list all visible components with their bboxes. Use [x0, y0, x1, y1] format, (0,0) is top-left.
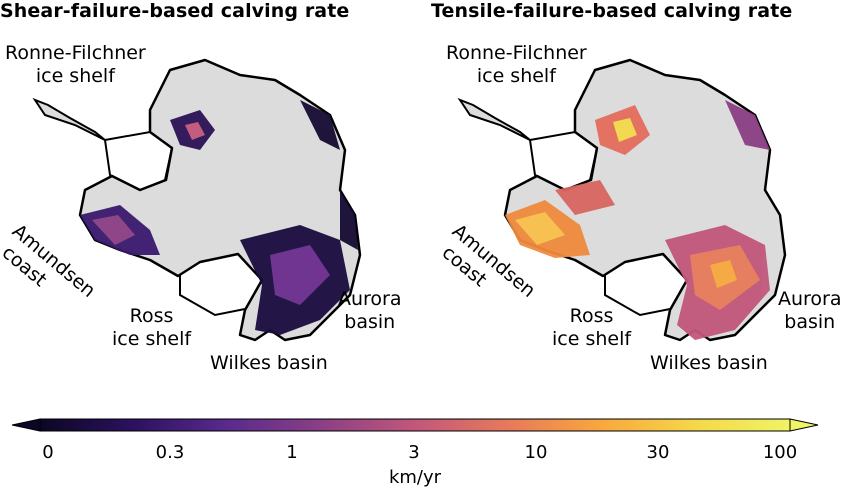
colorbar-tick-label: 100	[762, 442, 798, 463]
label-wilkes-basin: Wilkes basin	[650, 352, 768, 374]
antarctica-map-shear	[32, 58, 362, 342]
colorbar-tick-label: 1	[286, 442, 298, 463]
label-wilkes-basin: Wilkes basin	[210, 352, 328, 374]
colorbar-extend-high	[789, 418, 819, 432]
colorbar-tick-label: 0.3	[155, 442, 185, 463]
calving-rate-tensile	[505, 100, 770, 340]
colorbar-unit-label: km/yr	[388, 467, 442, 488]
label-ronne-filchner: Ronne-Filchner ice shelf	[5, 42, 146, 87]
antarctica-map-tensile	[457, 58, 787, 342]
label-ronne-filchner: Ronne-Filchner ice shelf	[446, 42, 587, 87]
colorbar-tick-label: 30	[646, 442, 670, 463]
colorbar-tick-label: 3	[408, 442, 420, 463]
antarctic-peninsula	[32, 97, 106, 141]
panel-title-shear: Shear-failure-based calving rate	[0, 0, 350, 22]
colorbar	[11, 418, 819, 432]
panel-title-tensile: Tensile-failure-based calving rate	[431, 0, 793, 22]
calving-rate-shear	[80, 100, 358, 335]
colorbar-tick-label: 10	[524, 442, 548, 463]
label-ross-ice-shelf: Ross ice shelf	[112, 305, 192, 350]
label-aurora-basin: Aurora basin	[778, 288, 842, 333]
antarctic-peninsula	[457, 97, 531, 141]
label-ross-ice-shelf: Ross ice shelf	[552, 305, 632, 350]
colorbar-tick-label: 0	[42, 442, 54, 463]
colorbar-gradient	[39, 418, 791, 432]
label-aurora-basin: Aurora basin	[338, 288, 402, 333]
colorbar-extend-low	[11, 418, 41, 432]
